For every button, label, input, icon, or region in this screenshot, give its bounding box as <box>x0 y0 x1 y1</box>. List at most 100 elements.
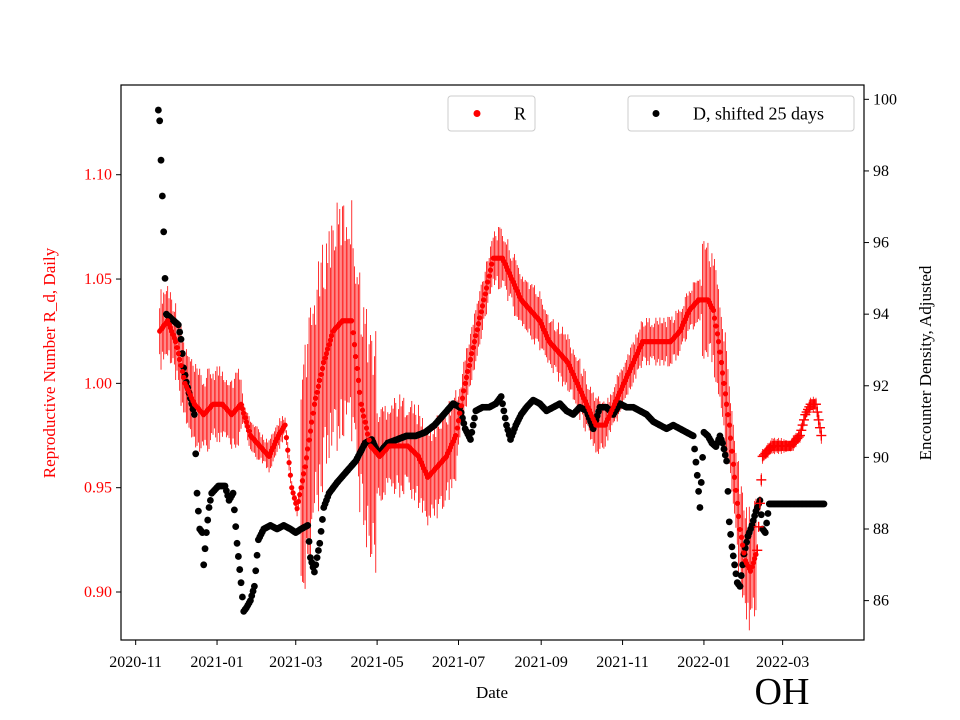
r-point <box>455 418 462 424</box>
d-point <box>157 156 165 164</box>
d-point <box>467 436 474 443</box>
r-point <box>315 383 322 389</box>
r-point <box>318 371 324 378</box>
r-point-plus <box>802 404 813 415</box>
r-point <box>303 455 310 461</box>
d-point <box>693 471 701 479</box>
x-tick-label: 2021-09 <box>515 654 568 671</box>
d-point <box>501 414 509 422</box>
d-point <box>204 516 212 524</box>
d-point <box>237 579 245 587</box>
d-point <box>158 192 166 200</box>
r-point <box>482 291 488 297</box>
r-point <box>325 346 331 352</box>
legend-d-box <box>627 95 855 132</box>
x-axis-label: Date <box>476 683 508 702</box>
r-point <box>485 279 491 285</box>
r-point <box>357 389 363 395</box>
d-point <box>319 516 326 523</box>
r-point <box>467 356 474 363</box>
r-point-plus <box>753 521 764 532</box>
y-right-tick-label: 94 <box>873 306 889 323</box>
r-point <box>721 380 727 386</box>
d-point <box>305 538 313 545</box>
legend-d: D, shifted 25 days <box>627 95 855 132</box>
r-point <box>354 365 360 372</box>
y-right-tick-label: 90 <box>873 449 889 466</box>
r-point <box>239 406 245 412</box>
r-point-plus <box>794 430 805 441</box>
r-point <box>713 323 719 329</box>
r-point <box>716 339 722 345</box>
d-point <box>193 489 201 497</box>
r-point-plus <box>798 414 809 425</box>
r-point-plus <box>810 399 821 410</box>
r-point <box>728 435 734 441</box>
d-point <box>724 488 732 495</box>
r-point <box>748 568 754 574</box>
r-point <box>363 425 370 431</box>
x-tick-label: 2022-03 <box>756 654 809 671</box>
y-left-tick-label: 1.00 <box>84 375 112 392</box>
d-point <box>692 458 700 466</box>
r-point <box>366 437 372 443</box>
r-point <box>471 339 478 345</box>
x-tick-label: 2021-03 <box>269 654 322 671</box>
r-point <box>282 422 288 428</box>
d-point <box>201 545 209 553</box>
d-point <box>236 566 244 573</box>
y-axis-left-label: Reproductive Number R_d, Daily <box>40 247 59 478</box>
r-point <box>473 333 479 339</box>
legend-r-box <box>447 95 536 132</box>
r-point <box>297 492 303 498</box>
r-point <box>725 412 731 418</box>
r-point <box>362 419 368 425</box>
r-point <box>465 368 471 375</box>
d-point <box>156 117 164 125</box>
d-point <box>233 539 241 547</box>
r-point <box>307 428 314 434</box>
r-point-plus <box>813 414 824 425</box>
d-point <box>160 228 168 236</box>
r-point <box>283 435 290 441</box>
r-point <box>474 327 480 333</box>
d-point <box>177 335 185 343</box>
r-point <box>309 419 315 425</box>
d-point <box>732 570 740 578</box>
r-point <box>462 380 468 386</box>
r-point <box>179 368 185 375</box>
x-tick-label: 2021-05 <box>350 654 403 671</box>
d-point <box>250 582 258 590</box>
r-point <box>726 422 732 428</box>
r-point <box>313 395 319 401</box>
r-point <box>321 359 327 366</box>
legend-r-label: R <box>514 104 526 124</box>
x-tick-label: 2020-11 <box>109 654 162 671</box>
r-point-plus <box>814 422 825 433</box>
d-point <box>469 421 477 429</box>
r-point <box>299 478 306 484</box>
y-right-tick-label: 96 <box>873 235 889 252</box>
d-point <box>252 567 260 575</box>
r-point-plus <box>816 430 827 441</box>
y-left-tick-label: 0.95 <box>84 480 112 497</box>
r-point <box>722 391 728 397</box>
d-point <box>689 432 697 440</box>
d-point <box>174 321 182 329</box>
r-point <box>740 542 746 548</box>
r-point <box>738 534 744 540</box>
r-point <box>350 330 356 336</box>
y-right-tick-label: 86 <box>873 593 889 610</box>
r-point <box>361 413 367 419</box>
d-point <box>313 554 321 562</box>
r-point <box>353 353 359 360</box>
r-point-plus <box>754 498 765 509</box>
r-point <box>246 428 252 434</box>
d-point <box>192 450 200 458</box>
legend-d-label: D, shifted 25 days <box>693 104 824 124</box>
r-point <box>286 460 292 466</box>
y-right-tick-label: 88 <box>873 521 889 538</box>
y-right-tick-label: 98 <box>873 163 889 180</box>
r-point <box>178 362 184 369</box>
d-point <box>500 407 508 415</box>
